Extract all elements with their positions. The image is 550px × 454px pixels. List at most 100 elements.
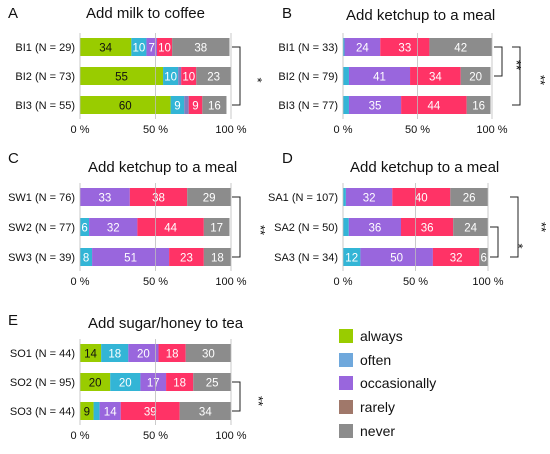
bar-segment-often — [343, 38, 345, 56]
panel-b: B Add ketchup to a meal BI1 (N = 33) 24 33 42… — [278, 5, 548, 136]
significance-bracket — [494, 46, 503, 77]
data-label: 24 — [356, 43, 369, 55]
bar-segment-often — [101, 344, 129, 362]
legend-swatch-always — [339, 329, 353, 343]
data-label: 7 — [149, 43, 155, 55]
category-label: SA1 (N = 107) — [268, 192, 338, 204]
panel-letter: B — [282, 5, 292, 22]
bar-segment-often — [343, 67, 349, 85]
chart-title: Add milk to coffee — [86, 5, 205, 22]
chart-title: Add ketchup to a meal — [346, 7, 495, 24]
data-label: 14 — [104, 407, 117, 419]
legend: always often occasionally rarely never — [339, 328, 436, 439]
data-label: 34 — [199, 407, 212, 419]
bar-segment-occasionally — [99, 402, 121, 420]
bar-segment-occasionally — [348, 96, 402, 114]
legend-label: always — [360, 328, 403, 344]
bar-segment-occasionally — [178, 67, 182, 85]
bar-segment-rarely — [166, 373, 194, 391]
bar-segment-never — [203, 218, 230, 236]
data-label: 18 — [211, 253, 224, 265]
bar-segment-often — [343, 248, 361, 266]
data-label: 50 — [390, 253, 403, 265]
bar-segment-occasionally — [146, 38, 158, 56]
category-label: SA2 (N = 50) — [274, 222, 338, 234]
significance-bracket — [490, 226, 499, 258]
category-label: SW1 (N = 76) — [8, 192, 75, 204]
data-label: 38 — [152, 193, 165, 205]
data-label: 36 — [369, 223, 382, 235]
data-label: 16 — [208, 101, 221, 113]
bar-segment-never — [429, 38, 492, 56]
bar-segment-occasionally — [89, 218, 138, 236]
legend-swatch-rarely — [339, 400, 353, 414]
data-label: 10 — [182, 72, 195, 84]
bar-segment-rarely — [129, 188, 188, 206]
bar-segment-occasionally — [348, 218, 401, 236]
data-label: 40 — [415, 193, 428, 205]
category-label: BI2 (N = 79) — [278, 71, 338, 83]
bar-segment-occasionally — [360, 248, 433, 266]
bar-segment-occasionally — [184, 96, 189, 114]
tick-label: 0 % — [334, 124, 353, 136]
tick-label: 100 % — [472, 276, 503, 288]
data-label: 20 — [119, 378, 132, 390]
bar-segment-never — [479, 248, 488, 266]
bar-segment-always — [80, 344, 102, 362]
panel-e: E Add sugar/honey to tea SO1 (N = 44) 14 18 2… — [8, 312, 266, 442]
legend-label: occasionally — [360, 375, 436, 391]
bar-segment-rarely — [158, 344, 186, 362]
tick-label: 100 % — [215, 276, 246, 288]
data-label: 24 — [464, 223, 477, 235]
bar-segment-occasionally — [80, 188, 130, 206]
significance-marker: ** — [533, 75, 548, 85]
tick-label: 0 % — [71, 276, 90, 288]
tick-label: 100 % — [476, 124, 507, 136]
panel-d: D Add ketchup to a meal SA1 (N = 107) 32 40 2… — [268, 150, 549, 288]
tick-label: 50 % — [143, 276, 168, 288]
data-label: 18 — [173, 378, 186, 390]
data-label: 23 — [180, 253, 193, 265]
bar-segment-never — [193, 373, 231, 391]
bar-segment-often — [343, 188, 346, 206]
chart-title: Add ketchup to a meal — [88, 159, 237, 176]
significance-bracket — [512, 46, 521, 106]
bar-segment-rarely — [188, 96, 203, 114]
data-label: 20 — [89, 378, 102, 390]
data-label: 42 — [454, 43, 467, 55]
tick-label: 100 % — [215, 430, 246, 442]
bar-segment-often — [80, 218, 90, 236]
data-label: 26 — [463, 193, 476, 205]
bar-segment-rarely — [137, 218, 204, 236]
bar-segment-rarely — [432, 248, 480, 266]
bar-segment-never — [450, 188, 488, 206]
bar-segment-often — [170, 96, 185, 114]
bar-segment-never — [203, 248, 231, 266]
bar-segment-never — [460, 67, 491, 85]
data-label: 20 — [469, 72, 482, 84]
bar-segment-often — [343, 96, 349, 114]
bar-segment-often — [163, 67, 179, 85]
significance-marker: ** — [253, 225, 268, 235]
data-label: 18 — [108, 349, 121, 361]
legend-swatch-never — [339, 424, 353, 438]
tick-label: 50 % — [403, 276, 428, 288]
data-label: 10 — [164, 72, 177, 84]
tick-label: 50 % — [143, 430, 168, 442]
bar-segment-rarely — [157, 38, 173, 56]
data-label: 36 — [421, 223, 434, 235]
data-label: 9 — [84, 407, 90, 419]
tick-label: 50 % — [143, 124, 168, 136]
tick-label: 0 % — [334, 276, 353, 288]
data-label: 41 — [373, 72, 386, 84]
legend-label: often — [360, 352, 391, 368]
bar-segment-never — [202, 96, 227, 114]
data-label: 55 — [115, 72, 128, 84]
tick-label: 0 % — [71, 430, 90, 442]
significance-marker: * — [250, 77, 265, 82]
panel-letter: C — [8, 150, 19, 167]
bar-segment-often — [93, 402, 100, 420]
legend-label: rarely — [360, 399, 395, 415]
bar-segment-often — [110, 373, 141, 391]
